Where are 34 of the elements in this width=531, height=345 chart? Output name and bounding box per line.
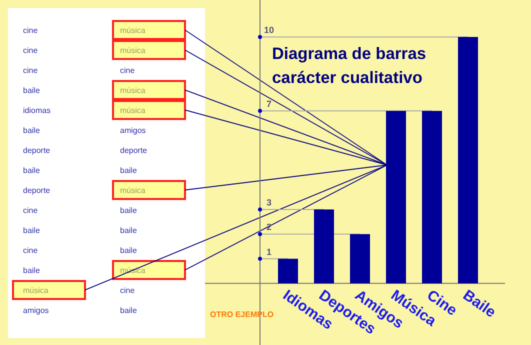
text: cine	[23, 26, 38, 35]
text: baile	[23, 86, 40, 95]
text: amigos	[120, 126, 146, 135]
y-tick-label: 7	[266, 98, 272, 109]
text: baile	[120, 306, 138, 315]
text: cine	[120, 66, 136, 75]
text: cine	[23, 246, 38, 255]
y-tick-label: 10	[264, 24, 274, 35]
text: música	[120, 26, 146, 35]
text: deporte	[120, 146, 148, 155]
y-tick-label: 3	[266, 197, 272, 208]
text: amigos	[23, 306, 49, 315]
text: idiomas	[23, 106, 51, 115]
text: Diagrama de barras carácter cualitativo	[272, 45, 426, 87]
text: cine	[23, 66, 38, 75]
text: deporte	[23, 186, 51, 195]
text: baile	[23, 166, 40, 175]
text: música	[120, 106, 146, 115]
text: baile	[120, 166, 138, 175]
y-tick-label: 1	[266, 246, 272, 257]
text: cine	[120, 286, 136, 295]
text: deporte	[23, 146, 51, 155]
text: baile	[120, 246, 138, 255]
text: baile	[23, 126, 40, 135]
text: cine	[23, 206, 38, 215]
text: baile	[120, 206, 138, 215]
text: cine	[23, 46, 38, 55]
text: baile	[23, 226, 40, 235]
text: baile	[23, 266, 40, 275]
text: baile	[120, 226, 138, 235]
text: música	[120, 46, 146, 55]
text: música	[120, 186, 146, 195]
text: música	[23, 286, 49, 295]
text: música	[120, 86, 146, 95]
